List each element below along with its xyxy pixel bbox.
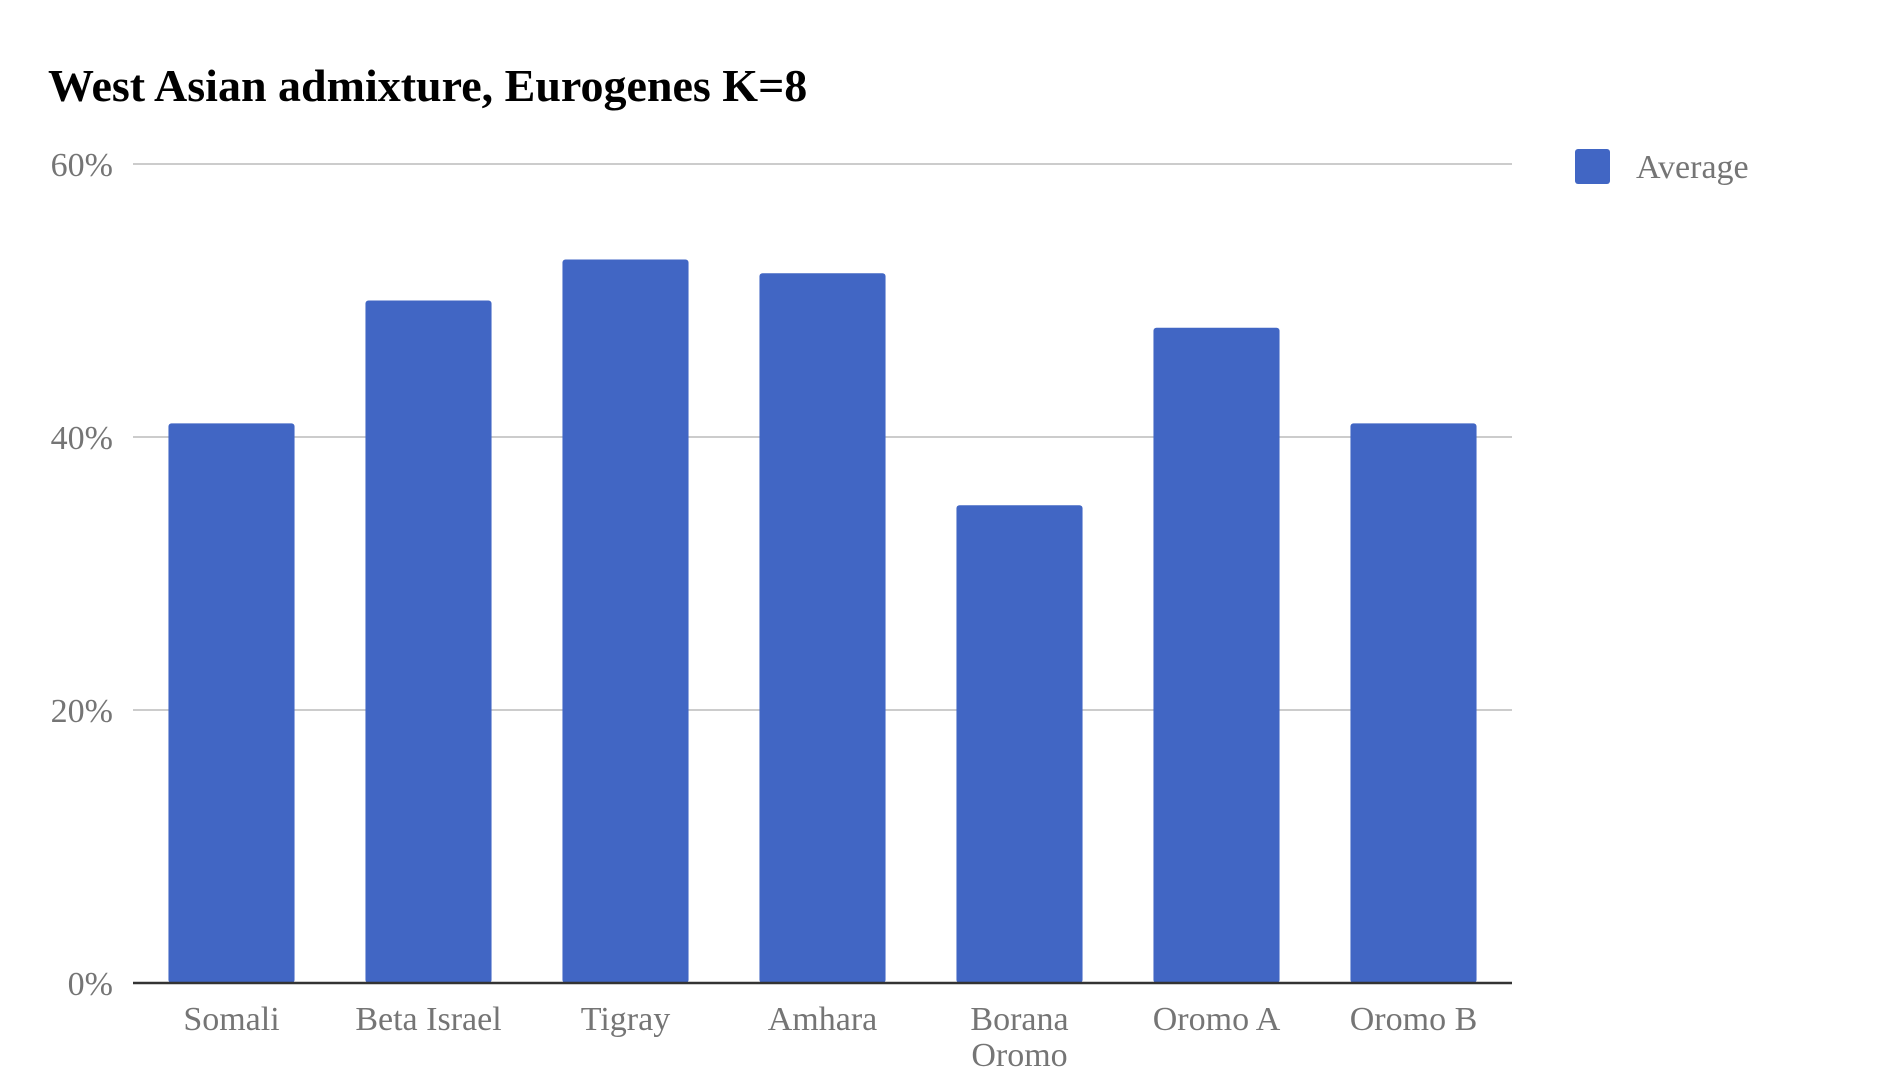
chart-title: West Asian admixture, Eurogenes K=8: [48, 60, 807, 111]
legend-label: Average: [1636, 149, 1749, 186]
x-tick-label: Tigray: [581, 1001, 670, 1038]
bar: [759, 273, 886, 983]
axes: 0% 20% 40% 60% Somali Beta Israel Tigray Amhara…: [51, 147, 1512, 1074]
bar: [956, 505, 1083, 983]
legend-swatch: [1575, 149, 1610, 184]
y-tick-label: 20%: [51, 693, 113, 730]
x-tick-label: Oromo A: [1153, 1001, 1281, 1038]
y-tick-label: 0%: [68, 966, 113, 1003]
bar: [365, 300, 492, 983]
y-tick-label: 40%: [51, 420, 113, 457]
legend: Average: [1575, 149, 1749, 186]
x-tick-label: Oromo B: [1350, 1001, 1478, 1038]
y-tick-label: 60%: [51, 147, 113, 184]
bar: [562, 259, 689, 983]
x-tick-label: Beta Israel: [355, 1001, 501, 1038]
bar: [1350, 423, 1477, 984]
bar: [168, 423, 295, 984]
x-tick-label: Amhara: [768, 1001, 878, 1038]
bar: [1153, 327, 1280, 983]
x-tick-label: Borana Oromo: [970, 1001, 1068, 1074]
x-tick-label: Somali: [183, 1001, 279, 1038]
bars: [168, 259, 1477, 984]
